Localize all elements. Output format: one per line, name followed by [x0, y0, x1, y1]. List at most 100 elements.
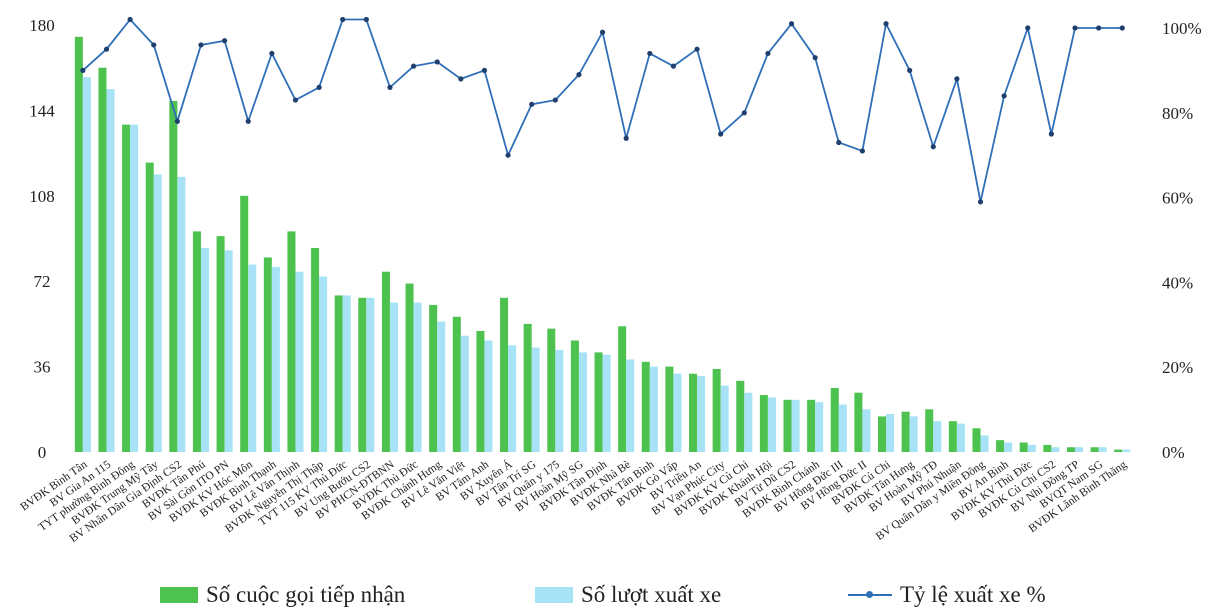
bar-dispatches [555, 349, 564, 452]
bar-dispatches [791, 399, 800, 452]
rate-point [221, 38, 228, 44]
bar-dispatches [106, 89, 115, 453]
bar-calls [523, 323, 532, 452]
bar-dispatches [602, 354, 611, 452]
y2-tick-label: 20% [1162, 358, 1193, 377]
bar-dispatches [484, 340, 493, 452]
bar-calls [854, 392, 863, 452]
bar-calls [405, 283, 414, 452]
bar-calls [145, 162, 154, 453]
bar-calls [783, 399, 792, 452]
y-tick-label: 180 [29, 16, 55, 35]
rate-point [1072, 25, 1078, 31]
bar-calls [287, 231, 296, 452]
rate-point [883, 21, 889, 27]
bar-dispatches [319, 276, 328, 452]
rate-point [765, 50, 771, 57]
bar-dispatches [437, 321, 446, 452]
rate-point [387, 84, 393, 90]
y-tick-label: 72 [34, 272, 51, 291]
bar-calls [996, 440, 1005, 452]
y2-tick-label: 100% [1162, 19, 1202, 38]
bar-calls [358, 297, 367, 452]
bar-dispatches [1098, 447, 1107, 452]
bar-calls [1019, 442, 1028, 452]
bar-dispatches [224, 250, 233, 452]
bar-dispatches [744, 392, 753, 452]
rate-point [127, 16, 133, 23]
bar-calls [830, 387, 839, 452]
bar-calls [618, 326, 627, 452]
bar-dispatches [649, 366, 658, 452]
bar-calls [901, 411, 910, 452]
bar-dispatches [200, 247, 210, 452]
rate-point [529, 101, 535, 107]
rate-point [788, 21, 795, 27]
bar-calls [807, 399, 816, 452]
bar-dispatches [767, 397, 776, 452]
bar-calls [311, 247, 320, 452]
rate-point [623, 135, 629, 141]
bar-dispatches [673, 373, 682, 452]
bar-dispatches [933, 421, 942, 452]
bar-calls [381, 271, 390, 452]
y-tick-label: 144 [29, 101, 55, 120]
bar-calls [240, 195, 249, 453]
legend-item-rate: Tỷ lệ xuất xe % [848, 582, 1046, 608]
bar-calls [972, 428, 981, 452]
bar-dispatches [413, 302, 422, 452]
bar-dispatches [1051, 447, 1060, 452]
rate-point [576, 72, 582, 78]
bar-calls [169, 100, 178, 453]
legend-swatch-dispatches [535, 587, 573, 603]
bar-dispatches [909, 416, 918, 452]
bar-calls [641, 361, 650, 452]
bar-calls [877, 416, 887, 452]
bar-calls [334, 295, 343, 452]
rate-point [103, 46, 110, 52]
rate-point [552, 97, 558, 103]
rate-point [647, 50, 653, 57]
legend-swatch-calls [160, 587, 198, 603]
rate-point [80, 67, 86, 73]
bar-dispatches [1074, 447, 1084, 452]
rate-point [410, 63, 417, 69]
bar-dispatches [508, 345, 517, 452]
bar-dispatches [153, 174, 162, 452]
bar-calls [925, 409, 934, 452]
rate-point [174, 118, 180, 124]
bar-calls [689, 373, 698, 452]
bar-calls [1066, 447, 1075, 452]
bar-calls [500, 297, 509, 452]
rate-point [458, 76, 464, 82]
bar-calls [122, 124, 131, 452]
y2-tick-label: 80% [1162, 104, 1193, 123]
y-tick-label: 36 [34, 358, 51, 377]
legend-swatch-rate [848, 587, 892, 603]
rate-point [316, 84, 322, 90]
bar-calls [452, 316, 461, 452]
rate-point [481, 67, 488, 73]
bar-dispatches [720, 385, 729, 452]
legend-label-dispatches: Số lượt xuất xe [581, 582, 722, 607]
bar-dispatches [366, 297, 375, 452]
bar-calls [429, 304, 438, 452]
bar-dispatches [389, 302, 398, 452]
bar-dispatches [626, 359, 635, 452]
rate-line [82, 18, 1123, 203]
bar-calls [263, 257, 272, 452]
bar-calls [759, 395, 768, 452]
bar-calls [1114, 449, 1123, 452]
bar-dispatches [578, 352, 587, 452]
legend-label-rate: Tỷ lệ xuất xe % [900, 582, 1046, 607]
bar-calls [547, 328, 556, 452]
rate-point [670, 63, 677, 69]
bar-dispatches [838, 404, 847, 452]
bar-dispatches [271, 266, 280, 452]
rate-point [930, 144, 936, 150]
rate-point [434, 59, 440, 65]
rate-point [151, 42, 157, 48]
bar-dispatches [862, 409, 871, 452]
bar-dispatches [82, 77, 91, 452]
bar-dispatches [130, 124, 139, 452]
